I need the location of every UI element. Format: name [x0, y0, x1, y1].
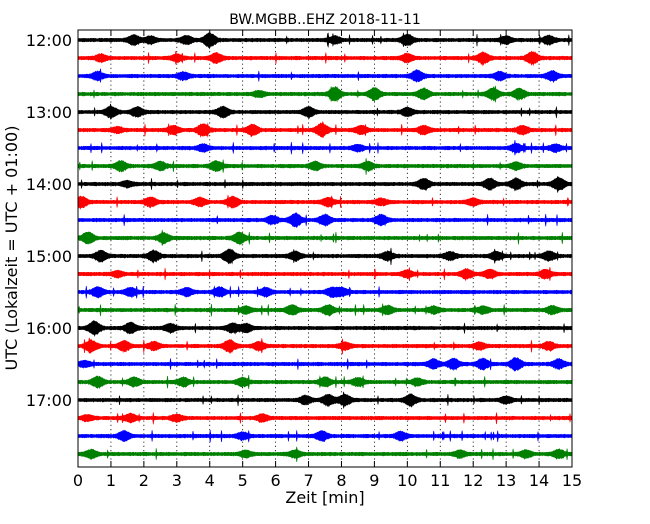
x-tick-label: 10	[397, 471, 417, 490]
grid-lines	[110, 30, 540, 467]
seismogram-trace	[77, 212, 573, 229]
y-tick-label: 14:00	[26, 175, 72, 194]
x-tick-label: 2	[139, 471, 149, 490]
y-tick-label: 12:00	[26, 31, 72, 50]
x-tick-label: 6	[271, 471, 281, 490]
seismogram-trace	[77, 247, 573, 266]
seismogram-trace	[77, 357, 573, 372]
seismogram-trace	[77, 391, 573, 410]
y-tick-label: 17:00	[26, 391, 72, 410]
seismogram-trace	[77, 320, 573, 337]
x-tick-label: 1	[106, 471, 116, 490]
seismogram-trace	[77, 120, 573, 139]
x-tick-label: 9	[369, 471, 379, 490]
seismogram-trace	[77, 429, 573, 443]
seismogram-trace	[77, 139, 573, 156]
x-tick-label: 3	[172, 471, 182, 490]
chart-title: BW.MGBB..EHZ 2018-11-11	[229, 12, 421, 28]
seismogram-trace	[77, 194, 573, 210]
x-tick-label: 13	[496, 471, 516, 490]
y-axis-label: UTC (Lokalzeit = UTC + 01:00)	[2, 126, 21, 371]
seismogram-trace	[77, 446, 573, 462]
x-tick-label: 4	[205, 471, 215, 490]
y-tick-label: 13:00	[26, 103, 72, 122]
axes: 0 1 2 3 4 5 6 7 8 9 10 11 12 13 14 1512:0013:0014:0015:…	[26, 29, 582, 490]
seismogram-trace	[77, 103, 573, 121]
seismogram-trace	[77, 285, 573, 299]
seismogram-trace	[77, 266, 573, 282]
seismogram-trace	[77, 158, 573, 175]
x-tick-label: 15	[562, 471, 582, 490]
seismogram-trace	[77, 68, 573, 84]
x-tick-label: 0	[73, 471, 83, 490]
x-tick-label: 7	[303, 471, 313, 490]
seismogram-trace	[77, 412, 573, 425]
seismogram-trace	[77, 303, 573, 317]
seismogram-trace	[77, 375, 573, 390]
seismogram-trace	[77, 50, 573, 67]
seismogram-trace	[77, 31, 573, 50]
y-tick-label: 15:00	[26, 247, 72, 266]
seismogram-trace	[77, 85, 573, 103]
x-tick-label: 11	[430, 471, 450, 490]
seismogram-trace	[77, 229, 573, 246]
trace-group	[77, 31, 573, 462]
x-tick-label: 14	[529, 471, 549, 490]
plot-frame	[77, 29, 573, 468]
seismogram-trace	[77, 337, 573, 355]
y-tick-label: 16:00	[26, 319, 72, 338]
x-tick-label: 12	[463, 471, 483, 490]
x-tick-label: 8	[336, 471, 346, 490]
x-tick-label: 5	[238, 471, 248, 490]
x-axis-label: Zeit [min]	[285, 488, 364, 507]
seismogram-trace	[77, 175, 573, 194]
